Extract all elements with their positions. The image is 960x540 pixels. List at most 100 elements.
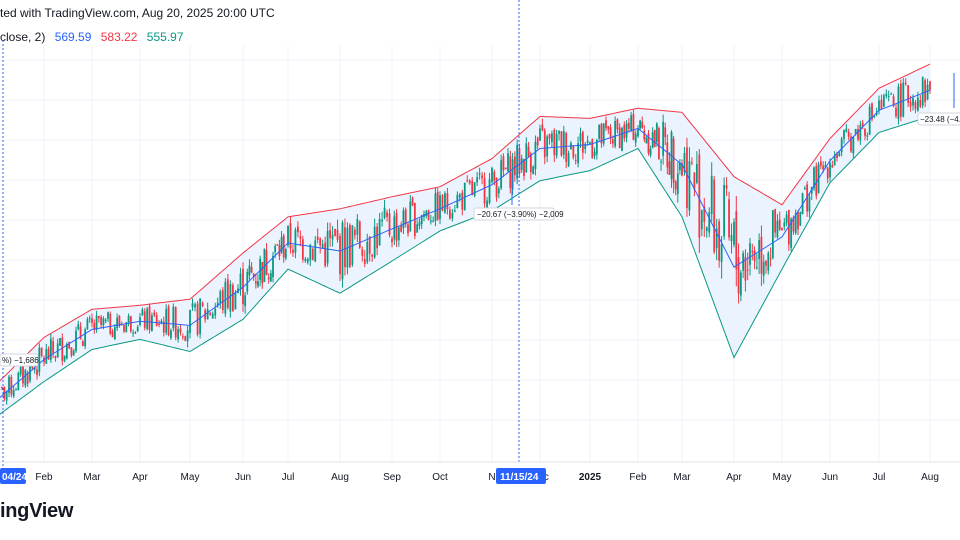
candle-body	[86, 319, 89, 330]
candle	[179, 324, 182, 336]
candle-body	[829, 162, 831, 178]
candle-body	[548, 134, 551, 139]
candle	[560, 131, 563, 157]
candle	[244, 292, 247, 314]
candle	[926, 78, 929, 101]
candle	[483, 172, 486, 208]
candle	[72, 348, 75, 356]
legend-label: close, 2)	[0, 30, 46, 44]
candle-body	[715, 228, 718, 249]
candle	[850, 132, 852, 153]
candle-body	[267, 277, 270, 280]
candle	[184, 335, 187, 342]
candle-body	[742, 253, 745, 271]
candle-body	[141, 309, 144, 316]
candle	[301, 235, 304, 263]
candle-body	[641, 121, 644, 128]
candle-body	[720, 243, 723, 262]
candle	[278, 239, 281, 261]
candle	[15, 387, 17, 391]
candle	[400, 221, 403, 233]
candle-body	[890, 93, 893, 95]
candle	[762, 254, 765, 284]
candle-body	[54, 356, 57, 358]
candle-body	[102, 318, 105, 325]
candle-body	[432, 220, 435, 222]
candle-body	[840, 138, 843, 153]
candle-body	[155, 315, 158, 326]
candle	[167, 304, 170, 337]
candle	[353, 226, 356, 240]
candle	[655, 122, 658, 147]
measure-box-2: −20.67 (−3.90%) −2,009	[473, 207, 564, 221]
candle-body	[425, 211, 428, 216]
candle	[502, 153, 505, 178]
candle	[272, 251, 274, 283]
candle	[68, 341, 71, 350]
time-axis[interactable]: FebMarAprMayJunJulAugSepOctNDec2025FebMa…	[35, 472, 939, 483]
candle-body	[22, 366, 24, 384]
candle-body	[605, 120, 607, 129]
candle	[361, 246, 364, 262]
candle	[618, 123, 621, 149]
candle-body	[737, 257, 740, 294]
candle-body	[921, 77, 924, 106]
candle-body	[859, 125, 862, 141]
candle-body	[339, 236, 341, 275]
candle-body	[850, 136, 852, 152]
candle	[141, 307, 144, 316]
candle-body	[565, 133, 568, 162]
candle-body	[815, 166, 818, 196]
candle	[366, 233, 369, 265]
candle-body	[219, 291, 222, 303]
candle	[857, 124, 859, 142]
candle-body	[206, 309, 209, 320]
candle-body	[91, 318, 93, 323]
time-axis-label: Apr	[726, 472, 742, 483]
candle	[29, 364, 31, 384]
candle-body	[158, 323, 160, 325]
candle-body	[160, 320, 163, 324]
candle-body	[914, 101, 917, 109]
candle-body	[153, 312, 156, 316]
candle	[662, 114, 665, 165]
candle-body	[634, 133, 637, 143]
candle-body	[778, 219, 781, 230]
candle-body	[875, 112, 878, 115]
candle	[155, 312, 158, 327]
candle-body	[329, 230, 331, 239]
candle	[177, 326, 179, 343]
candle	[904, 78, 907, 86]
candle	[376, 223, 379, 256]
legend-upper-value: 583.22	[100, 30, 138, 44]
candle-body	[104, 319, 107, 322]
candle	[742, 250, 745, 279]
candle-body	[88, 318, 91, 320]
candle	[181, 333, 184, 341]
candle-body	[598, 124, 601, 139]
candle-body	[456, 194, 459, 209]
candle	[304, 256, 307, 263]
candle	[162, 316, 165, 337]
candle-body	[730, 234, 733, 242]
time-axis-label: Apr	[132, 472, 148, 483]
candle	[306, 257, 309, 265]
candle-body	[660, 161, 662, 163]
candle-body	[645, 137, 648, 144]
candle-body	[887, 95, 890, 97]
candle-body	[388, 213, 391, 235]
candle	[859, 120, 862, 145]
candle-body	[248, 265, 251, 276]
candle-body	[907, 85, 910, 103]
candle-body	[209, 312, 212, 315]
candle-body	[658, 128, 660, 159]
candle	[148, 303, 151, 334]
candle	[705, 226, 708, 238]
candle-body	[79, 326, 82, 340]
candle-body	[170, 330, 172, 339]
candle	[206, 302, 209, 320]
candle	[371, 253, 374, 262]
candle-body	[500, 160, 503, 189]
candle	[84, 327, 87, 350]
